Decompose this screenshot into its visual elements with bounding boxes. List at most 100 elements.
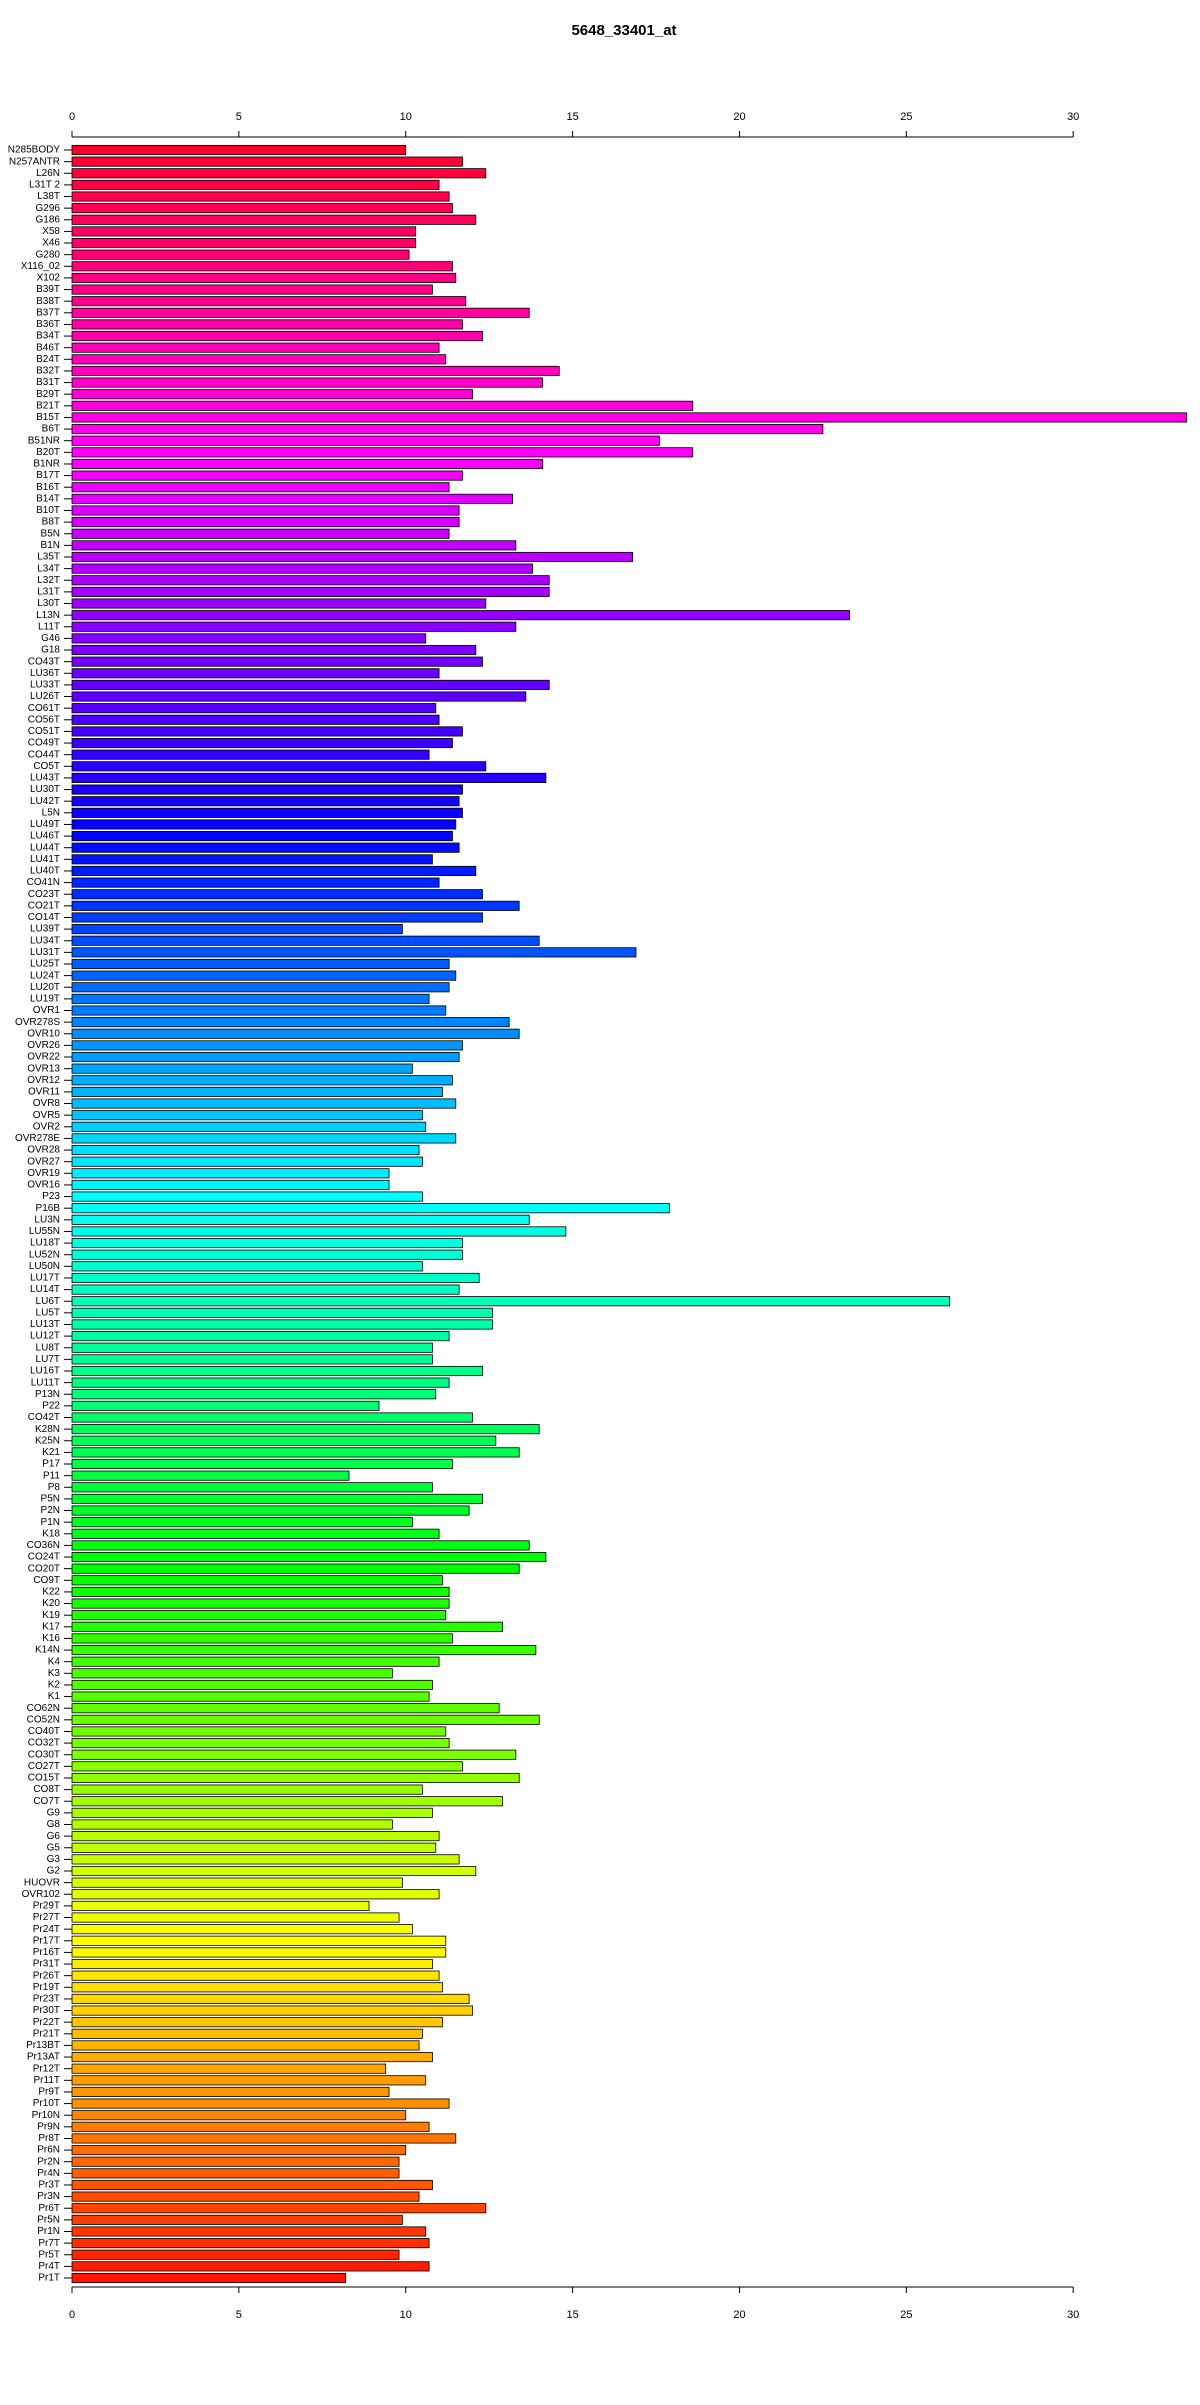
x-tick-label: 15 <box>566 111 578 123</box>
y-tick-label: LU46T <box>30 831 60 842</box>
y-tick-label: L35T <box>37 552 60 563</box>
y-tick-label: B37T <box>36 307 60 318</box>
bar <box>71 377 543 388</box>
y-tick-label: X116_02 <box>21 261 61 272</box>
bar <box>71 644 477 656</box>
y-tick-label: B10T <box>36 505 60 516</box>
y-tick-label: Pr8T <box>38 2133 60 2144</box>
y-tick-label: CO7T <box>33 1796 60 1807</box>
bar <box>71 1656 440 1667</box>
bar <box>71 900 520 911</box>
y-tick-label: LU24T <box>30 970 60 981</box>
y-tick-label: LU18T <box>30 1238 60 1249</box>
bar <box>71 1598 450 1609</box>
bar <box>71 1179 390 1190</box>
y-tick-label: OVR11 <box>28 1087 60 1098</box>
x-tick-label: 30 <box>1067 111 1079 123</box>
bar <box>71 458 543 470</box>
bar <box>71 1610 447 1621</box>
y-tick-label: K19 <box>42 1610 60 1621</box>
y-tick-label: CO5T <box>33 761 60 772</box>
bar <box>71 435 660 446</box>
bar <box>71 354 447 365</box>
bar <box>71 1121 427 1132</box>
y-tick-label: K3 <box>48 1668 61 1679</box>
y-tick-label: G3 <box>47 1854 61 1865</box>
bar <box>71 2261 430 2272</box>
y-tick-label: OVR28 <box>27 1145 60 1156</box>
bar <box>71 1051 460 1063</box>
y-tick-label: L13N <box>36 610 60 621</box>
y-tick-label: Pr30T <box>33 2005 60 2016</box>
y-tick-label: Pr17T <box>33 1935 60 1946</box>
bar <box>71 1563 520 1574</box>
y-tick-label: Pr9N <box>37 2121 60 2132</box>
y-tick-label: Pr10T <box>33 2098 60 2109</box>
y-tick-label: LU12T <box>30 1331 60 1342</box>
bar <box>71 203 453 214</box>
y-tick-label: G2 <box>47 1866 61 1877</box>
y-tick-label: CO21T <box>28 900 60 911</box>
y-tick-label: B31T <box>36 377 60 388</box>
y-tick-label: OVR8 <box>33 1098 61 1109</box>
bar <box>71 1854 460 1865</box>
bar <box>71 1354 433 1365</box>
bar <box>71 2191 420 2202</box>
y-tick-label: B29T <box>36 389 60 400</box>
y-tick-label: OVR10 <box>27 1028 60 1039</box>
bar <box>71 703 437 714</box>
bar <box>71 1714 540 1725</box>
y-tick-label: B21T <box>36 400 60 411</box>
bar <box>71 551 634 563</box>
bar <box>71 1924 413 1935</box>
bar <box>71 1342 433 1353</box>
y-tick-label: B34T <box>36 331 60 342</box>
y-tick-label: B36T <box>36 319 60 330</box>
y-tick-label: Pr1T <box>38 2273 60 2284</box>
y-tick-label: LU11T <box>31 1377 60 1388</box>
y-tick-label: L30T <box>37 598 60 609</box>
bar <box>71 656 483 667</box>
y-tick-label: LU20T <box>30 982 60 993</box>
bar <box>71 2133 457 2144</box>
y-tick-label: Pr9T <box>38 2087 60 2098</box>
y-tick-label: K18 <box>42 1528 60 1539</box>
y-tick-label: OVR19 <box>27 1168 60 1179</box>
y-tick-label: Pr26T <box>33 1970 60 1981</box>
y-tick-label: Pr7T <box>38 2238 60 2249</box>
y-tick-label: CO24T <box>28 1552 60 1563</box>
y-tick-label: LU16T <box>30 1366 60 1377</box>
x-tick-label: 25 <box>900 111 912 123</box>
y-tick-label: K1 <box>48 1691 61 1702</box>
bar <box>71 1284 460 1295</box>
y-tick-label: LU39T <box>30 924 60 935</box>
bar <box>71 1505 470 1516</box>
bar <box>71 1226 567 1237</box>
bar <box>71 784 463 795</box>
y-tick-label: OVR13 <box>27 1063 60 1074</box>
bar <box>71 1551 547 1563</box>
bar <box>71 2272 347 2284</box>
bar <box>71 935 540 946</box>
y-tick-label: OVR16 <box>27 1180 60 1191</box>
bar <box>71 493 513 504</box>
bar <box>71 1819 393 1830</box>
y-tick-label: N285BODY <box>8 145 61 156</box>
y-tick-label: Pr11T <box>34 2075 61 2086</box>
y-tick-label: X102 <box>37 273 61 284</box>
bar <box>71 2063 387 2074</box>
y-tick-label: LU6T <box>36 1296 60 1307</box>
y-tick-label: LU13T <box>30 1319 60 1330</box>
bar <box>71 772 547 783</box>
y-tick-label: K22 <box>42 1587 60 1598</box>
bar <box>71 842 460 853</box>
bar <box>71 1889 440 1900</box>
y-tick-label: G296 <box>36 203 61 214</box>
y-tick-label: P8 <box>48 1482 61 1493</box>
bar <box>71 761 487 772</box>
y-tick-label: Pr3N <box>37 2191 60 2202</box>
y-tick-label: LU7T <box>36 1354 60 1365</box>
bar <box>71 982 450 993</box>
bar <box>71 1040 463 1051</box>
